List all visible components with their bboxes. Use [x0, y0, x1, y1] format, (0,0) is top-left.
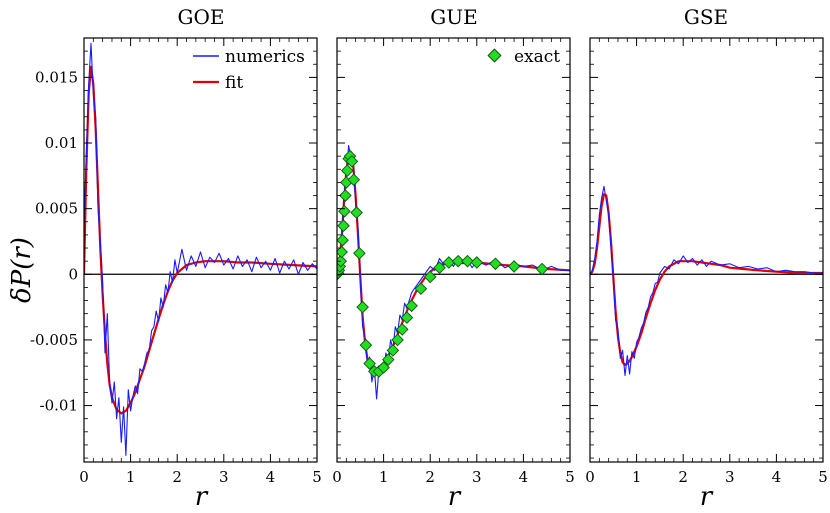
x-tick-label-gue: 3	[472, 468, 482, 486]
legend-exact-label: exact	[514, 47, 560, 67]
exact-point-gue	[353, 246, 366, 260]
exact-point-gue	[400, 311, 414, 324]
x-tick-label-goe: 4	[266, 468, 276, 486]
numerics-line-gse	[590, 185, 823, 376]
exact-point-gue	[340, 164, 354, 177]
x-axis-label-goe: r	[195, 482, 209, 512]
y-tick-label: 0.005	[35, 200, 78, 218]
x-tick-label-gse: 4	[772, 468, 782, 486]
y-tick-label: -0.01	[40, 397, 78, 415]
exact-point-gue	[337, 245, 348, 259]
exact-point-gue	[356, 300, 369, 314]
exact-point-gue	[470, 256, 484, 269]
exact-point-gue	[423, 270, 437, 284]
y-tick-label: 0	[68, 265, 78, 283]
plot-frame-gue	[336, 37, 571, 463]
exact-point-gue	[489, 257, 502, 271]
legend-gue: exact	[487, 47, 560, 67]
numerics-line-goe	[84, 42, 317, 456]
plot-frame-gse	[589, 37, 824, 463]
exact-point-gue	[507, 260, 521, 273]
exact-point-gue	[391, 333, 404, 347]
x-tick-label-gue: 2	[425, 468, 435, 486]
x-tick-label-gse: 3	[725, 468, 735, 486]
x-tick-label-goe: 3	[219, 468, 229, 486]
y-tick-label: 0.01	[45, 134, 78, 152]
y-axis-label: δP(r)	[7, 237, 37, 303]
x-tick-label-gue: 1	[379, 468, 389, 486]
y-tick-label: -0.005	[30, 331, 78, 349]
panel-goe: GOE r 0 1 2 3 4 5 -0.01 -0.005 0 0.005 0.01 0.015	[30, 5, 322, 512]
x-tick-label-gue: 0	[332, 468, 342, 486]
exact-point-gue	[337, 233, 349, 247]
legend-exact-marker	[487, 48, 502, 63]
fit-line-gse	[590, 193, 823, 366]
exact-point-gue	[405, 299, 418, 313]
exact-point-gue	[414, 282, 428, 296]
x-tick-label-gse: 1	[632, 468, 642, 486]
panel-title-goe: GOE	[178, 5, 225, 29]
exact-point-gue	[451, 254, 465, 268]
x-tick-label-gue: 5	[565, 468, 575, 486]
exact-point-gue	[461, 254, 474, 268]
y-tick-label: 0.015	[35, 68, 78, 86]
exact-point-gue	[433, 261, 446, 275]
legend-goe: numerics fit	[193, 47, 305, 93]
panel-gue: GUE r 0 1 2 3 4 5	[332, 5, 575, 512]
x-tick-label-gse: 2	[678, 468, 688, 486]
exact-point-gue	[339, 189, 352, 202]
panel-title-gue: GUE	[430, 5, 477, 29]
x-axis-label-gue: r	[448, 482, 462, 512]
legend-fit-label: fit	[225, 73, 243, 93]
x-tick-label-gue: 4	[519, 468, 529, 486]
exact-point-gue	[381, 353, 395, 366]
exact-point-gue	[337, 219, 350, 233]
plot-frame-goe	[83, 37, 318, 463]
exact-point-gue	[386, 344, 400, 357]
exact-point-gue	[347, 173, 361, 187]
x-tick-label-goe: 0	[79, 468, 89, 486]
exact-point-gue	[395, 323, 409, 336]
x-axis-label-gse: r	[700, 482, 714, 512]
x-tick-label-gse: 0	[585, 468, 595, 486]
legend-numerics-label: numerics	[225, 47, 305, 67]
exact-point-gue	[535, 262, 549, 276]
fit-line-goe	[84, 65, 317, 415]
exact-point-gue	[377, 361, 390, 374]
x-tick-label-goe: 1	[126, 468, 136, 486]
exact-point-gue	[359, 338, 373, 352]
exact-point-gue	[442, 256, 456, 269]
panel-title-gse: GSE	[684, 5, 728, 29]
x-tick-label-goe: 2	[172, 468, 182, 486]
exact-point-gue	[345, 155, 359, 168]
x-tick-label-gse: 5	[818, 468, 828, 486]
exact-point-gue	[338, 204, 351, 218]
panel-gse: GSE r 0 1 2 3 4 5	[585, 5, 828, 512]
exact-point-gue	[363, 357, 376, 370]
x-tick-label-goe: 5	[312, 468, 322, 486]
exact-point-gue	[350, 206, 363, 219]
